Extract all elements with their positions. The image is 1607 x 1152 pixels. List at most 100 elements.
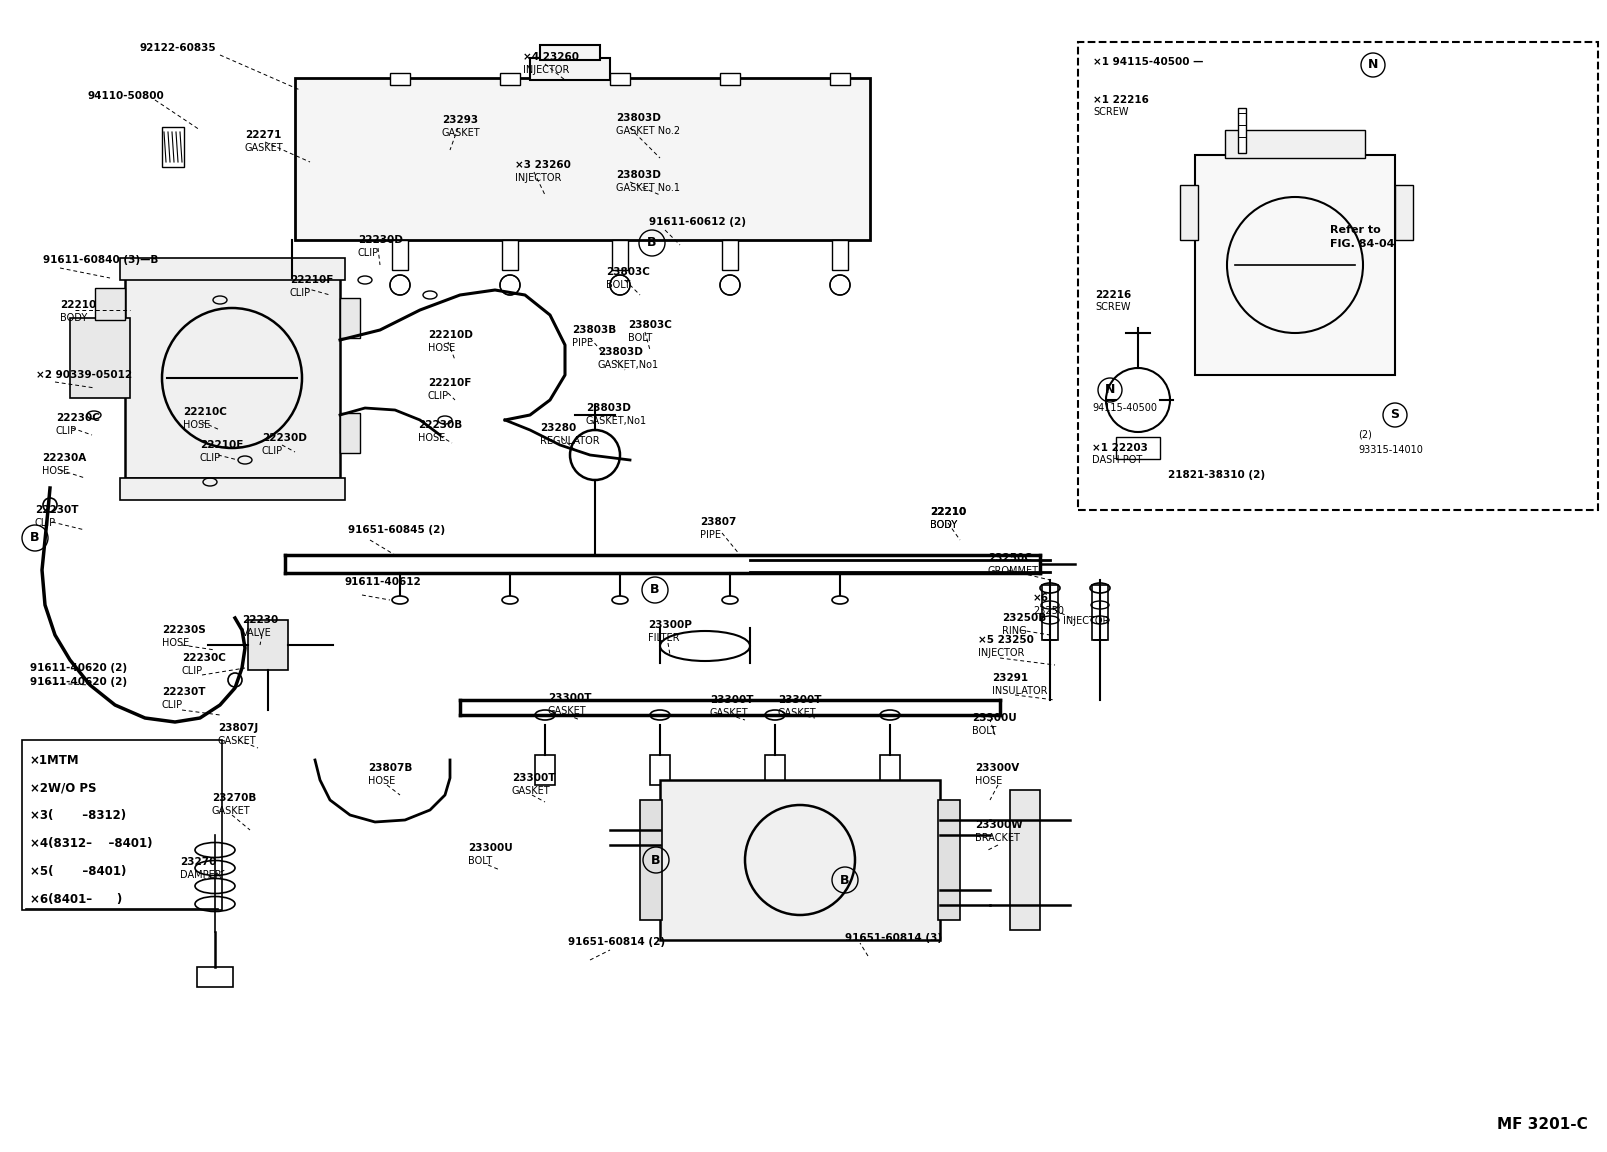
Bar [765,755,784,785]
Bar [1225,130,1364,158]
FancyBboxPatch shape [1091,585,1107,641]
Bar [198,967,233,987]
Text: ×1 22216: ×1 22216 [1093,94,1147,105]
Text: S: S [1390,409,1398,422]
Text: GASKET No.2: GASKET No.2 [615,126,680,136]
Text: N: N [1368,59,1377,71]
Text: 23250: 23250 [1032,606,1064,616]
Text: 22230C: 22230C [56,414,100,423]
Text: B: B [648,236,656,250]
Text: PIPE: PIPE [699,530,720,540]
Bar [22,740,222,910]
Text: 23807B: 23807B [368,763,411,773]
Text: 23293: 23293 [442,115,477,126]
Text: BODY: BODY [929,520,956,530]
Bar [831,240,847,270]
Text: GASKET: GASKET [212,806,251,816]
Text: 23300T: 23300T [548,694,591,703]
Text: PIPE: PIPE [572,338,593,348]
Text: HOSE: HOSE [974,776,1001,786]
Text: 22210F: 22210F [427,378,471,388]
Bar [530,58,609,79]
Text: 22230D: 22230D [358,235,403,245]
Text: ×3 23260: ×3 23260 [514,160,570,170]
Text: CLIP: CLIP [199,453,222,463]
Text: 23280: 23280 [540,423,575,433]
Bar [1395,185,1413,240]
Circle shape [228,673,241,687]
Text: GASKET: GASKET [710,708,749,718]
Text: 22230S: 22230S [162,626,206,635]
Bar [121,258,346,280]
Text: HOSE: HOSE [368,776,395,786]
Bar [1237,108,1245,153]
Bar [500,73,519,85]
Text: ×6(8401–      ): ×6(8401– ) [31,894,122,907]
Text: 23803C: 23803C [628,320,672,329]
Text: 91611-40620 (2): 91611-40620 (2) [31,677,127,687]
Text: INJECTOR: INJECTOR [1062,616,1109,626]
Text: 23300U: 23300U [468,843,513,852]
Text: BRACKET: BRACKET [974,833,1019,843]
Bar [540,45,599,60]
Text: GASKET,No1: GASKET,No1 [585,416,646,426]
Text: 93315-14010: 93315-14010 [1358,445,1422,455]
Text: B: B [651,854,660,866]
Text: REGULATOR: REGULATOR [540,435,599,446]
Bar [391,73,410,85]
Bar [501,240,517,270]
Text: HOSE: HOSE [418,433,445,444]
Text: 94110-50800: 94110-50800 [88,91,164,101]
Text: 22230T: 22230T [162,687,206,697]
Text: BOLT: BOLT [971,726,996,736]
Text: 23803D: 23803D [615,113,660,123]
Text: ×2W/O PS: ×2W/O PS [31,781,96,795]
Text: 23300P: 23300P [648,620,691,630]
Text: 91651-60814 (3): 91651-60814 (3) [844,933,942,943]
Text: GASKET,No1: GASKET,No1 [598,359,659,370]
Text: 91651-60845 (2): 91651-60845 (2) [347,525,445,535]
Text: BOLT: BOLT [628,333,652,343]
Text: 94115-40500: 94115-40500 [1091,403,1157,414]
Bar [121,478,346,500]
Text: SCREW: SCREW [1094,302,1130,312]
Text: 91651-60814 (2): 91651-60814 (2) [567,937,665,947]
Text: ×1 94115-40500 —: ×1 94115-40500 — [1093,56,1202,67]
FancyBboxPatch shape [1041,585,1057,641]
Text: INJECTOR: INJECTOR [514,173,561,183]
Text: ×4 23260: ×4 23260 [522,52,579,62]
Text: RING: RING [1001,626,1025,636]
Text: 22210: 22210 [59,300,96,310]
Text: ×3(       –8312): ×3( –8312) [31,810,125,823]
Text: 22210F: 22210F [289,275,333,285]
Text: 22230B: 22230B [418,420,461,430]
Text: CLIP: CLIP [56,426,77,435]
Text: 23300W: 23300W [974,820,1022,829]
Bar [612,240,628,270]
Text: GASKET: GASKET [442,128,480,138]
Text: ×4(8312–    –8401): ×4(8312– –8401) [31,838,153,850]
Text: 23300T: 23300T [778,695,821,705]
Text: 23291: 23291 [992,673,1027,683]
Text: B: B [649,584,659,597]
Text: 23803C: 23803C [606,267,649,276]
Text: CLIP: CLIP [182,666,202,676]
Text: 23300T: 23300T [511,773,554,783]
Text: BODY: BODY [929,520,956,530]
Text: BODY: BODY [59,313,87,323]
Bar [1077,41,1597,510]
Text: ×1 22203: ×1 22203 [1091,444,1147,453]
Text: 22210D: 22210D [427,329,472,340]
Text: 22210: 22210 [929,507,966,517]
Text: 22210C: 22210C [183,407,227,417]
Bar [71,318,130,397]
Bar [339,298,360,338]
Text: 22210E: 22210E [199,440,243,450]
Text: 23300U: 23300U [971,713,1016,723]
Text: MF 3201-C: MF 3201-C [1496,1117,1588,1132]
Bar [937,799,959,920]
Bar [640,799,662,920]
Text: ×6: ×6 [1032,593,1048,602]
Text: INJECTOR: INJECTOR [977,647,1024,658]
FancyBboxPatch shape [294,78,869,240]
